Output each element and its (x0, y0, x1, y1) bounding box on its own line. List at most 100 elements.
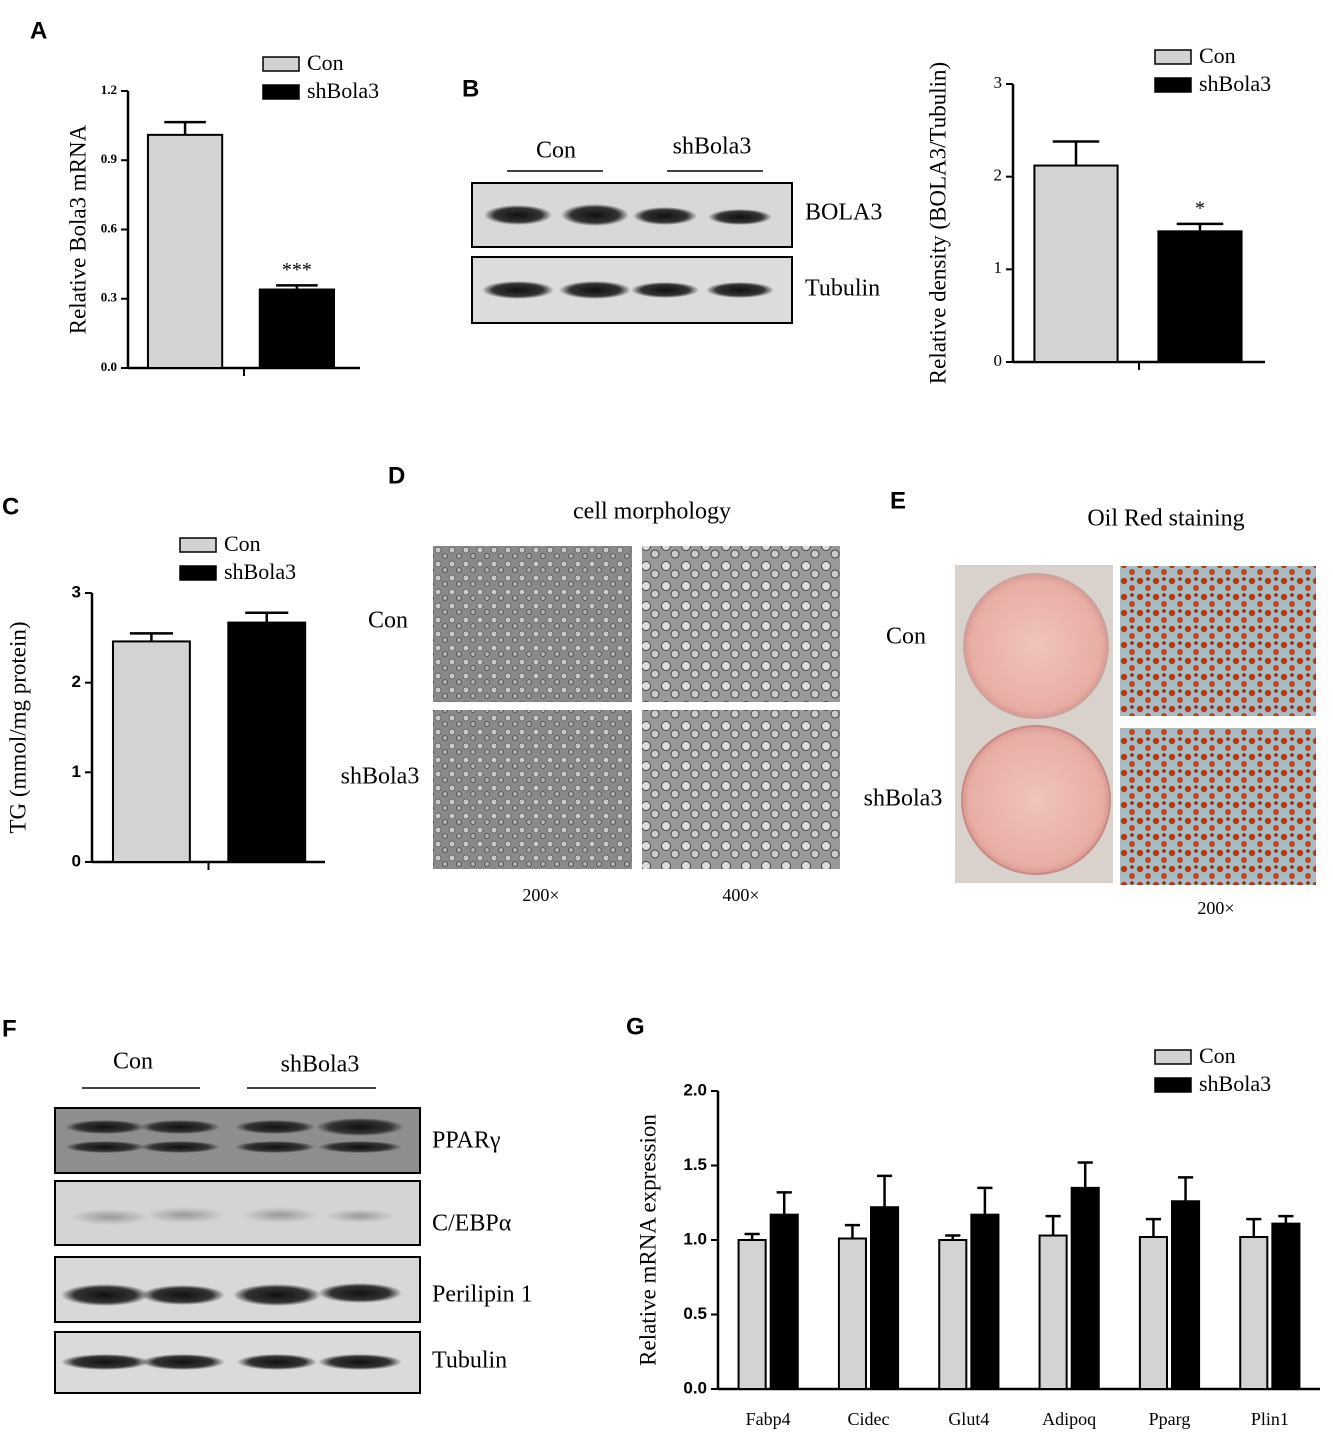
blot-band (561, 204, 629, 226)
western-blot-b: Con shBola3 BOLA3 Tubulin (471, 134, 882, 324)
bar (938, 1239, 968, 1390)
error-bar (1052, 140, 1100, 166)
micrograph (642, 710, 840, 869)
band-label: PPARγ (432, 1128, 501, 1154)
y-tick-label: 2 (994, 166, 1003, 185)
stain-image (1120, 566, 1316, 716)
y-tick-label: 0.6 (101, 220, 118, 235)
caption: 200× (1197, 898, 1234, 918)
legend-label: shBola3 (1199, 1071, 1271, 1096)
x-tick-label: Pparg (1149, 1409, 1191, 1429)
y-tick-label: 0 (994, 351, 1003, 370)
error-bar (1045, 1214, 1061, 1236)
significance-label: *** (282, 259, 312, 281)
morphology-panel: cell morphology Con shBola3 200× 400× (341, 499, 840, 905)
group-label: shBola3 (673, 134, 752, 160)
y-tick-label: 0.3 (101, 290, 118, 305)
blot-bands (61, 1354, 402, 1370)
error-bar (1246, 1217, 1262, 1238)
blot-band (559, 281, 631, 299)
legend-swatch (262, 56, 300, 72)
stain-image (1120, 728, 1316, 885)
y-axis-label: Relative Bola3 mRNA (65, 124, 90, 334)
micrograph (642, 546, 840, 702)
micrograph (433, 710, 632, 869)
legend-swatch (1154, 1077, 1192, 1093)
bar (1138, 1236, 1168, 1391)
bar (737, 1239, 767, 1390)
bar (111, 640, 191, 863)
x-tick-label: Glut4 (948, 1409, 989, 1429)
group-label: Con (536, 138, 576, 164)
oil-red-panel: Oil Red staining Con shBola3 200× (864, 506, 1316, 918)
blot-band (631, 282, 699, 298)
error-bar (876, 1174, 893, 1208)
blot-band (708, 209, 772, 225)
y-tick-label: 1.2 (101, 82, 117, 97)
y-axis-label: Relative density (BOLA3/Tubulin) (925, 62, 950, 384)
error-bar (977, 1186, 993, 1215)
bar (1070, 1186, 1100, 1390)
legend-swatch (1154, 77, 1192, 93)
band-label: Tubulin (805, 276, 880, 302)
error-bar (744, 1232, 760, 1240)
row-label: Con (368, 608, 408, 634)
blot-bands (65, 1118, 404, 1153)
y-tick-label: 0.0 (101, 359, 117, 374)
error-bar (129, 632, 173, 642)
panel-letter: G (626, 1013, 645, 1040)
panel-title: Oil Red staining (1087, 506, 1244, 532)
group-label: shBola3 (281, 1052, 360, 1078)
blot-bands (61, 1283, 402, 1306)
error-bar (1177, 1176, 1194, 1202)
legend-swatch (179, 537, 217, 553)
panel-letter: F (2, 1015, 17, 1042)
legend-swatch (1154, 49, 1192, 65)
y-tick-label: 0.5 (683, 1304, 707, 1323)
y-tick-label: 1.0 (683, 1229, 707, 1248)
x-tick-label: Adipoq (1042, 1409, 1096, 1429)
x-tick-label: Plin1 (1251, 1409, 1289, 1429)
legend-label: shBola3 (224, 559, 296, 584)
caption: 400× (722, 885, 759, 905)
error-bar (1077, 1161, 1093, 1188)
y-tick-label: 3 (994, 73, 1003, 92)
western-blot-f: Con shBola3 PPARγ C/EBPα Perilipin 1 Tub… (54, 1049, 533, 1394)
y-axis-label: TG (mmol/mg protein) (5, 621, 30, 833)
panel-letter: D (388, 462, 405, 489)
panel-letter: E (890, 487, 906, 514)
blot-band (633, 207, 697, 225)
x-tick-label: Fabp4 (746, 1409, 791, 1429)
well (963, 573, 1109, 719)
legend-swatch (262, 84, 300, 100)
error-bar (245, 611, 289, 623)
bar (1171, 1200, 1201, 1391)
error-bar (844, 1223, 861, 1239)
bar (258, 288, 336, 369)
y-tick-label: 1.5 (683, 1155, 707, 1174)
row-label: Con (886, 624, 926, 650)
panel-letter: C (2, 493, 19, 520)
legend-label: Con (1199, 43, 1236, 68)
row-label: shBola3 (341, 764, 420, 790)
caption: 200× (522, 885, 559, 905)
band-label: C/EBPα (432, 1211, 512, 1237)
bar (1038, 1234, 1068, 1391)
legend-label: shBola3 (1199, 71, 1271, 96)
group-label: Con (113, 1049, 153, 1075)
band-label: Tubulin (432, 1348, 507, 1374)
band-label: BOLA3 (805, 200, 882, 226)
band-label: Perilipin 1 (432, 1282, 533, 1308)
bar (970, 1213, 1000, 1391)
y-tick-label: 1 (72, 762, 81, 781)
blot-band (706, 282, 774, 298)
panel-title: cell morphology (573, 499, 731, 525)
error-bar (164, 120, 206, 135)
blot-strip (54, 1107, 421, 1174)
bar (1271, 1222, 1301, 1390)
blot-bands (70, 1207, 394, 1225)
legend-swatch (179, 565, 217, 581)
row-label: shBola3 (864, 786, 943, 812)
legend-label: Con (307, 50, 344, 75)
panel-letter: A (30, 17, 47, 44)
